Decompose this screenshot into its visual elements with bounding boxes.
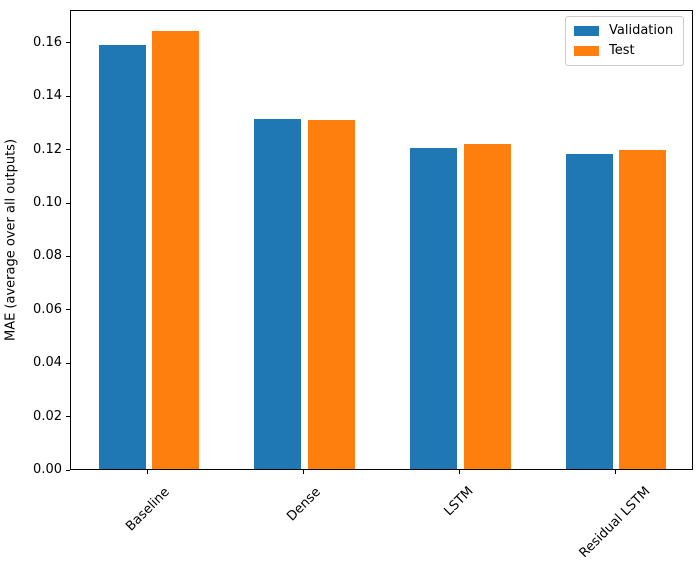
x-tick-mark — [458, 470, 460, 474]
validation-swatch-icon — [574, 26, 599, 36]
x-tick-label: Residual LSTM — [576, 484, 654, 562]
bar-test-baseline — [152, 30, 200, 469]
x-tick-label: Dense — [283, 484, 324, 524]
bar-test-lstm — [463, 143, 511, 469]
bar-validation-baseline — [98, 44, 146, 469]
x-tick-label: Baseline — [123, 484, 173, 534]
y-tick-label: 0.00 — [33, 462, 62, 477]
legend-item-test: Test — [574, 44, 673, 58]
bar-validation-dense — [254, 118, 302, 469]
bar-validation-lstm — [410, 148, 458, 469]
legend-label-test: Test — [609, 43, 635, 58]
bar-validation-residual-lstm — [565, 153, 613, 469]
y-tick-label: 0.04 — [33, 355, 62, 371]
legend: Validation Test — [565, 16, 685, 66]
plot-area — [70, 10, 693, 470]
x-tick-mark — [303, 470, 305, 474]
x-tick-mark — [614, 470, 616, 474]
x-tick-mark — [147, 470, 149, 474]
test-swatch-icon — [574, 46, 599, 56]
y-axis-label: MAE (average over all outputs) — [3, 138, 19, 342]
legend-label-validation: Validation — [609, 23, 674, 38]
legend-item-validation: Validation — [574, 24, 673, 38]
y-tick-label: 0.16 — [33, 34, 62, 50]
bar-test-dense — [307, 120, 355, 469]
y-tick-label: 0.02 — [33, 408, 62, 424]
y-tick-label: 0.14 — [33, 88, 62, 104]
bar-test-residual-lstm — [619, 149, 667, 469]
x-tick-label: LSTM — [441, 484, 477, 520]
